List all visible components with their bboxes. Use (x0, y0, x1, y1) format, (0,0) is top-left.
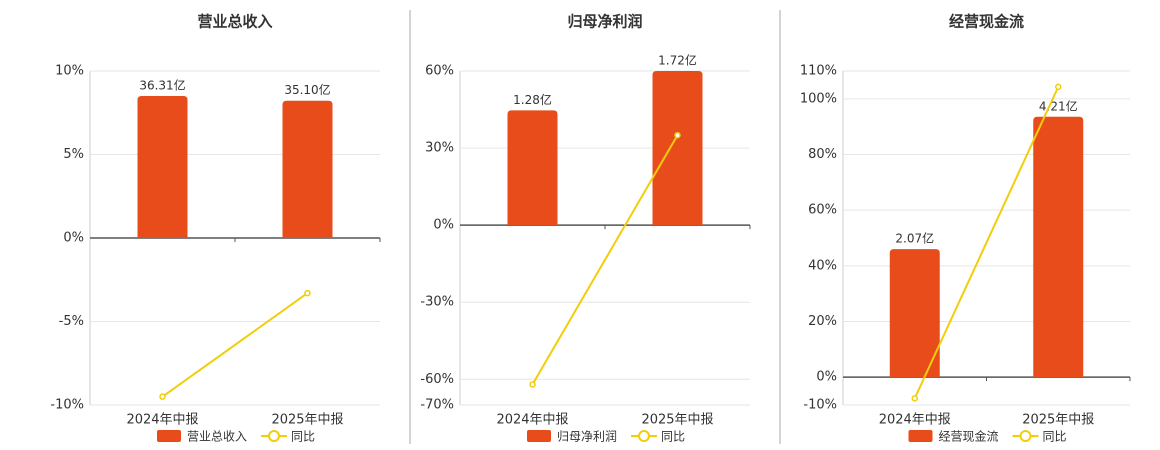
legend-label: 同比 (1043, 430, 1067, 444)
value-label: 35.10亿 (284, 82, 330, 97)
x-tick-label: 2025年中报 (271, 413, 343, 428)
y-tick-label: -5% (59, 314, 84, 329)
bar (282, 100, 333, 238)
legend-swatch (268, 430, 281, 442)
legend-label: 归母净利润 (557, 430, 617, 444)
line-point (529, 381, 536, 388)
y-tick-label: 110% (800, 64, 837, 79)
line-point (911, 395, 918, 402)
y-tick-label: 30% (425, 141, 454, 156)
value-label: 36.31亿 (139, 77, 185, 92)
bar (507, 110, 558, 226)
y-tick-label: 0% (433, 218, 454, 233)
y-tick-label: 40% (808, 258, 837, 273)
y-tick-label: -10% (50, 398, 84, 413)
legend-swatch (1019, 430, 1032, 442)
legend-swatch (638, 430, 651, 442)
legend-swatch (157, 430, 181, 442)
bar (1033, 116, 1084, 378)
y-tick-label: 10% (55, 64, 84, 79)
y-tick-label: 5% (63, 147, 84, 162)
line-point (159, 393, 166, 400)
bar (889, 249, 940, 378)
legend-label: 同比 (291, 430, 315, 444)
line-point (674, 131, 681, 139)
chart-title: 归母净利润 (567, 13, 642, 31)
legend-label: 同比 (661, 430, 685, 444)
legend-swatch (908, 430, 933, 442)
y-tick-label: 60% (808, 203, 837, 218)
line (913, 86, 1060, 399)
legend-label: 经营现金流 (939, 429, 999, 444)
legend-swatch (527, 430, 551, 442)
bar (137, 95, 188, 238)
y-tick-label: 80% (808, 147, 837, 162)
y-tick-label: -10% (803, 398, 837, 413)
legend-label: 营业总收入 (187, 430, 247, 444)
value-label: 1.28亿 (513, 92, 552, 107)
y-tick-label: -30% (420, 295, 454, 310)
y-tick-label: -60% (420, 372, 454, 387)
value-label: 1.72亿 (658, 53, 697, 68)
line-point (1055, 83, 1062, 91)
line-point (304, 289, 311, 297)
y-tick-label: -70% (420, 398, 454, 413)
chart-title: 营业总收入 (197, 13, 272, 31)
y-tick-label: 0% (63, 231, 84, 246)
x-tick-label: 2025年中报 (641, 413, 713, 428)
line (161, 292, 309, 398)
x-tick-label: 2024年中报 (126, 413, 198, 428)
y-tick-label: 20% (808, 314, 837, 329)
value-label: 2.07亿 (895, 231, 934, 246)
chart-title: 经营现金流 (949, 13, 1024, 31)
y-tick-label: 100% (800, 91, 837, 106)
x-tick-label: 2024年中报 (496, 413, 568, 428)
y-tick-label: 60% (425, 64, 454, 79)
bar (652, 71, 703, 226)
line (531, 134, 679, 385)
y-tick-label: 0% (816, 370, 837, 385)
x-tick-label: 2024年中报 (879, 413, 951, 428)
value-label: 4.21亿 (1039, 98, 1078, 113)
x-tick-label: 2025年中报 (1022, 413, 1094, 428)
